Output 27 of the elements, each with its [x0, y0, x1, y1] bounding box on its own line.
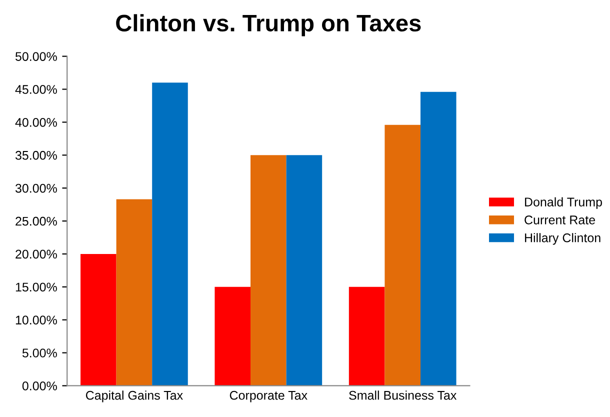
bar — [116, 199, 152, 386]
bar — [348, 286, 385, 386]
y-tick-label: 15.00% — [16, 282, 57, 292]
y-tick-label: 30.00% — [15, 184, 57, 193]
y-tick-label: 50.00% — [15, 52, 57, 61]
bar — [250, 155, 286, 386]
bar — [286, 155, 322, 386]
bar — [152, 82, 188, 386]
y-tick-label: 25.00% — [16, 216, 57, 226]
y-tick-label: 35.00% — [15, 150, 57, 160]
y-tick-label: 45.00% — [15, 85, 57, 94]
x-tick-label: Corporate Tax — [230, 390, 308, 402]
bar — [214, 286, 251, 386]
y-tick-label: 20.00% — [16, 250, 57, 259]
legend-label: Donald Trump — [525, 197, 602, 209]
y-tick-label: 5.00% — [22, 348, 57, 358]
y-tick-label: 10.00% — [16, 316, 57, 324]
legend-label: Current Rate — [524, 216, 596, 224]
legend-label: Hillary Clinton — [525, 233, 600, 245]
bar — [80, 254, 116, 386]
x-tick-label: Capital Gains Tax — [86, 390, 183, 402]
bar — [384, 124, 420, 386]
x-tick-label: Small Business Tax — [349, 390, 457, 400]
y-tick-label: 40.00% — [15, 118, 57, 127]
chart-title: Clinton vs. Trump on Taxes — [116, 14, 421, 36]
bar — [420, 92, 456, 386]
y-tick-label: 0.00% — [22, 382, 57, 390]
